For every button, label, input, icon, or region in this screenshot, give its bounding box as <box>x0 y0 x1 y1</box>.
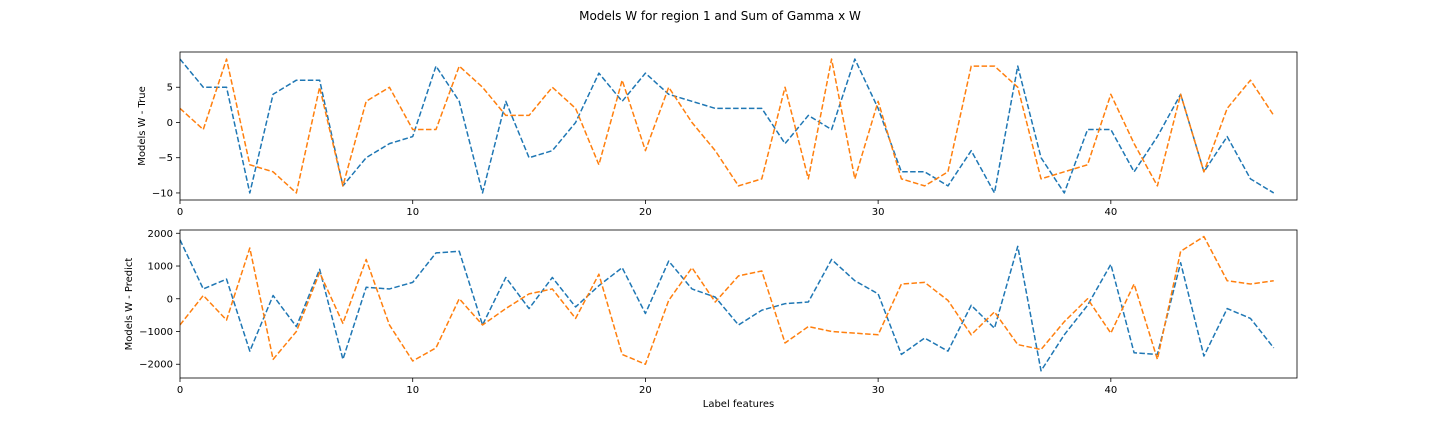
panel-1-series-1-line <box>180 239 1275 372</box>
panel-0-axes-frame <box>179 51 1298 201</box>
panel-0-y-tick-label-1: −5 <box>158 153 173 164</box>
panel-1-x-tick-label-1: 10 <box>406 385 419 396</box>
panel-0-y-tick-label-3: 5 <box>167 83 173 94</box>
panel-1-y-axis-label: Models W - Predict <box>124 258 135 351</box>
panel-1-y-tick-label-1: −1000 <box>139 327 173 338</box>
panel-1-axes-frame <box>179 229 1298 379</box>
panel-0-x-tick-label-3: 30 <box>872 207 885 218</box>
panel-0-series-1-line <box>180 58 1275 194</box>
bottom-panel: 0 10 20 30 40 −2000 −1000 0 1000 2000 Models W - P… <box>124 229 1298 410</box>
panel-1-y-tick-label-3: 1000 <box>148 262 173 273</box>
panel-1-y-tick-label-0: −2000 <box>139 360 173 371</box>
panel-0-x-tick-label-4: 40 <box>1104 207 1117 218</box>
panel-1-x-axis-label: Label features <box>703 399 774 410</box>
panel-1-x-tick-label-0: 0 <box>177 385 183 396</box>
panel-1-x-tick-label-4: 40 <box>1104 385 1117 396</box>
figure-title: Models W for region 1 and Sum of Gamma x… <box>579 9 861 23</box>
panel-0-x-tick-label-1: 10 <box>406 207 419 218</box>
top-panel: 0 10 20 30 40 −10 −5 0 5 Models W - True <box>137 51 1298 218</box>
panel-0-x-tick-label-0: 0 <box>177 207 183 218</box>
panel-0-y-axis-label: Models W - True <box>137 86 148 166</box>
panel-0-series-2-line <box>180 58 1275 194</box>
panel-0-x-tick-label-2: 20 <box>639 207 652 218</box>
panel-1-y-tick-label-4: 2000 <box>148 229 173 240</box>
panel-1-y-tick-label-2: 0 <box>167 294 173 305</box>
panel-1-x-tick-label-3: 30 <box>872 385 885 396</box>
panel-1-x-tick-label-2: 20 <box>639 385 652 396</box>
panel-0-y-tick-label-2: 0 <box>167 118 173 129</box>
panel-1-series-2-line <box>180 235 1274 365</box>
panel-0-y-tick-label-0: −10 <box>152 188 173 199</box>
